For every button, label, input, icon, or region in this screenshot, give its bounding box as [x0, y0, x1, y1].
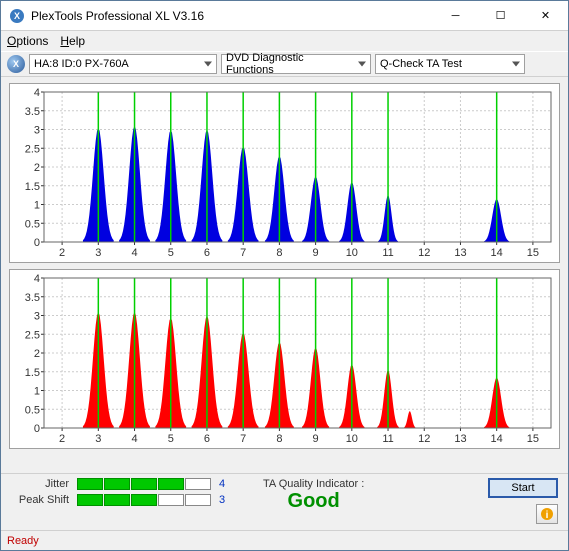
- svg-text:0.5: 0.5: [25, 218, 40, 230]
- svg-text:10: 10: [346, 433, 358, 445]
- status-text: Ready: [7, 535, 39, 547]
- peakshift-bar: [77, 494, 211, 506]
- chart-bottom: 0 0.5 1 1.5 2 2.5 3 3.5 4 2 3 4 5 6 7 8 9 10 11 12 13 14 15: [9, 269, 560, 449]
- segment: [77, 478, 103, 490]
- svg-text:0.5: 0.5: [25, 404, 40, 416]
- device-select-value: HA:8 ID:0 PX-760A: [34, 58, 129, 70]
- svg-text:6: 6: [204, 433, 210, 445]
- start-button[interactable]: Start: [488, 478, 558, 498]
- svg-text:1: 1: [34, 200, 40, 212]
- function-select-value: DVD Diagnostic Functions: [226, 52, 352, 76]
- svg-text:15: 15: [527, 247, 539, 259]
- svg-text:0: 0: [34, 423, 40, 435]
- svg-text:5: 5: [168, 247, 174, 259]
- segment: [104, 478, 130, 490]
- close-button[interactable]: ✕: [523, 1, 568, 30]
- svg-text:1.5: 1.5: [25, 181, 40, 193]
- svg-text:3: 3: [34, 311, 40, 323]
- svg-text:5: 5: [168, 433, 174, 445]
- test-select-value: Q-Check TA Test: [380, 58, 462, 70]
- svg-text:3: 3: [34, 125, 40, 137]
- svg-text:0: 0: [34, 237, 40, 249]
- minimize-button[interactable]: ─: [433, 1, 478, 30]
- chart-area: 00.511.522.533.5423456789101112131415 00…: [1, 77, 568, 473]
- menu-options[interactable]: Options: [7, 34, 48, 48]
- svg-text:3: 3: [95, 433, 101, 445]
- jitter-bar: [77, 478, 211, 490]
- jitter-row: Jitter 4: [11, 478, 233, 490]
- svg-text:10: 10: [346, 247, 358, 259]
- test-select[interactable]: Q-Check TA Test: [375, 54, 525, 74]
- quality-indicator: TA Quality Indicator : Good: [263, 478, 364, 513]
- svg-text:2.5: 2.5: [25, 143, 40, 155]
- svg-text:i: i: [546, 510, 549, 521]
- titlebar: X PlexTools Professional XL V3.16 ─ ☐ ✕: [1, 1, 568, 31]
- segment: [131, 478, 157, 490]
- svg-text:8: 8: [276, 247, 282, 259]
- status-bar: Ready: [1, 530, 568, 550]
- segment: [185, 478, 211, 490]
- segment: [104, 494, 130, 506]
- svg-text:13: 13: [454, 247, 466, 259]
- svg-text:11: 11: [382, 433, 393, 445]
- svg-text:2.5: 2.5: [25, 329, 40, 341]
- app-icon: X: [9, 8, 25, 24]
- segment: [77, 494, 103, 506]
- peakshift-label: Peak Shift: [11, 494, 69, 506]
- svg-text:14: 14: [491, 433, 503, 445]
- svg-text:11: 11: [382, 247, 393, 259]
- segment: [158, 478, 184, 490]
- svg-text:6: 6: [204, 247, 210, 259]
- svg-text:2: 2: [59, 433, 65, 445]
- svg-text:9: 9: [313, 433, 319, 445]
- svg-text:12: 12: [418, 247, 430, 259]
- menubar: Options Help: [1, 31, 568, 51]
- menu-help[interactable]: Help: [60, 34, 85, 48]
- quality-value: Good: [288, 490, 340, 513]
- peakshift-row: Peak Shift 3: [11, 494, 233, 506]
- svg-text:9: 9: [313, 247, 319, 259]
- window-title: PlexTools Professional XL V3.16: [31, 9, 433, 23]
- svg-text:14: 14: [491, 247, 503, 259]
- device-select[interactable]: HA:8 ID:0 PX-760A: [29, 54, 217, 74]
- svg-text:1: 1: [34, 386, 40, 398]
- segment: [158, 494, 184, 506]
- jitter-label: Jitter: [11, 478, 69, 490]
- svg-text:8: 8: [276, 433, 282, 445]
- svg-text:2: 2: [34, 162, 40, 174]
- maximize-button[interactable]: ☐: [478, 1, 523, 30]
- svg-text:4: 4: [34, 273, 40, 285]
- svg-text:4: 4: [131, 433, 137, 445]
- svg-text:2: 2: [59, 247, 65, 259]
- svg-text:3.5: 3.5: [25, 292, 40, 304]
- svg-text:3.5: 3.5: [25, 106, 40, 118]
- window-buttons: ─ ☐ ✕: [433, 1, 568, 30]
- svg-text:X: X: [14, 11, 20, 21]
- svg-text:2: 2: [34, 348, 40, 360]
- peakshift-value: 3: [219, 494, 233, 506]
- device-icon: X: [7, 55, 25, 73]
- toolbar: X HA:8 ID:0 PX-760A DVD Diagnostic Funct…: [1, 51, 568, 77]
- svg-text:13: 13: [454, 433, 466, 445]
- start-button-label: Start: [511, 482, 534, 494]
- svg-text:4: 4: [131, 247, 137, 259]
- metrics-panel: Jitter 4 Peak Shift 3 TA Quality Indicat…: [1, 473, 568, 530]
- segment: [185, 494, 211, 506]
- segment: [131, 494, 157, 506]
- svg-text:7: 7: [240, 247, 246, 259]
- quality-label: TA Quality Indicator :: [263, 478, 364, 490]
- svg-text:15: 15: [527, 433, 539, 445]
- info-button[interactable]: i: [536, 504, 558, 524]
- jitter-value: 4: [219, 478, 233, 490]
- svg-text:12: 12: [418, 433, 430, 445]
- svg-text:3: 3: [95, 247, 101, 259]
- svg-text:4: 4: [34, 87, 40, 99]
- svg-text:7: 7: [240, 433, 246, 445]
- svg-text:1.5: 1.5: [25, 367, 40, 379]
- function-select[interactable]: DVD Diagnostic Functions: [221, 54, 371, 74]
- chart-top: 0 0.5 1 1.5 2 2.5 3 3.5 4 2 3 4 5 6 7 8 9 10 11 12 13 14 15: [9, 83, 560, 263]
